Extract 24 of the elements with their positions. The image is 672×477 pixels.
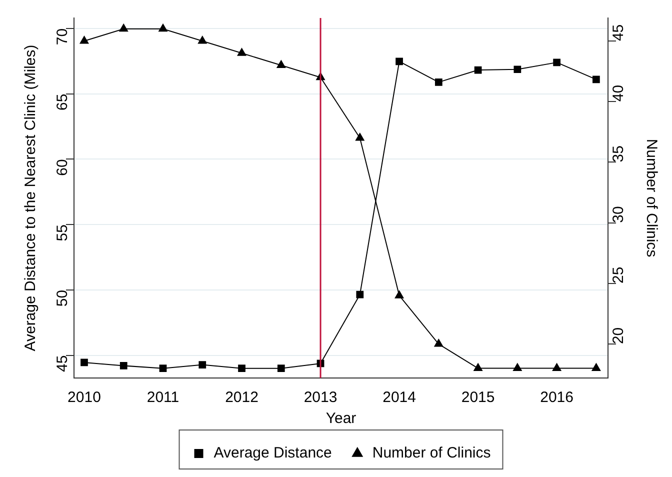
y-tick-label: 50 <box>54 290 72 307</box>
y2-axis-title: Number of Clinics <box>642 138 660 258</box>
y2-tick-label: 30 <box>610 206 628 223</box>
y2-tick-label: 40 <box>610 84 628 102</box>
y2-tick-label: 45 <box>610 24 628 42</box>
x-axis-title: Year <box>326 410 356 428</box>
x-tick-label: 2010 <box>68 389 101 406</box>
x-tick-label: 2011 <box>146 389 180 406</box>
legend-label: Number of Clinics <box>372 444 491 462</box>
y-tick-label: 55 <box>54 224 72 242</box>
x-tick-label: 2013 <box>304 389 338 406</box>
x-tick-label: 2012 <box>225 389 258 406</box>
x-tick-label: 2016 <box>540 389 574 406</box>
y-tick-label: 60 <box>54 159 72 176</box>
y-tick-label: 70 <box>54 28 72 46</box>
y2-tick-label: 20 <box>610 327 628 344</box>
y-tick-label: 65 <box>54 94 72 111</box>
y2-tick-label: 35 <box>610 146 628 162</box>
x-tick-label: 2015 <box>461 389 495 406</box>
y-axis-title: Average Distance to the Nearest Clinic (Miles) <box>22 44 40 352</box>
x-tick-label: 2014 <box>382 389 416 406</box>
legend-label: Average Distance <box>214 444 332 462</box>
y2-tick-label: 25 <box>610 266 628 284</box>
y-tick-label: 45 <box>54 355 72 372</box>
